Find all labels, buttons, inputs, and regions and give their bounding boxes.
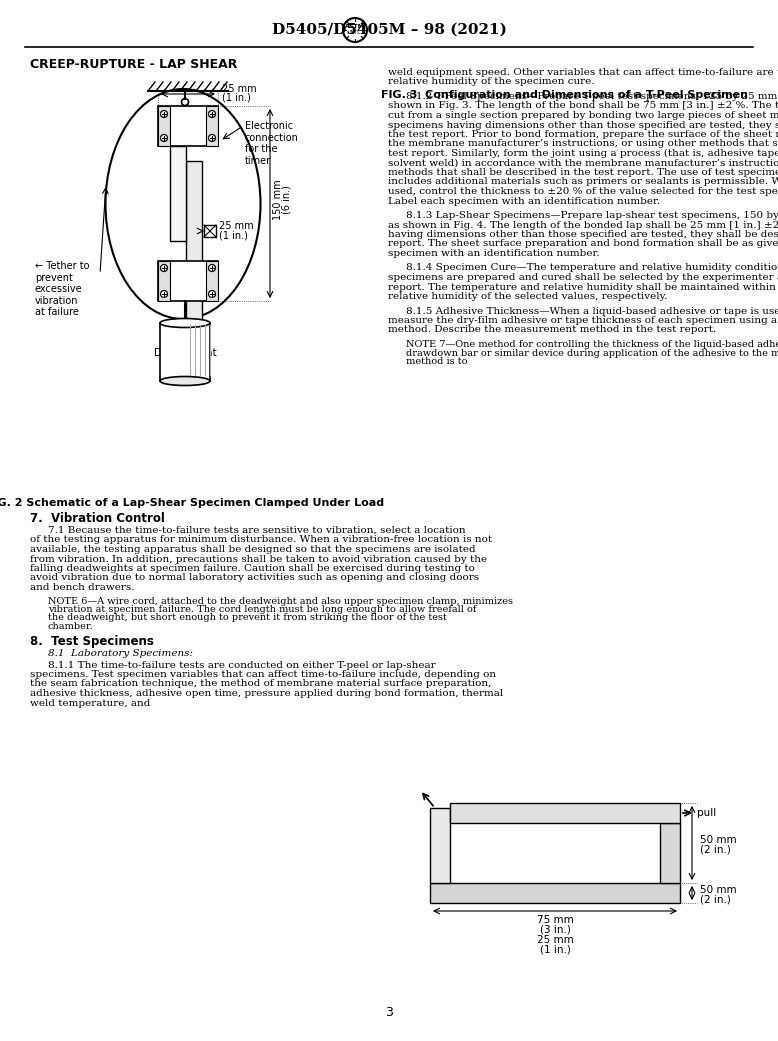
Text: falling deadweights at specimen failure. Caution shall be exercised during testi: falling deadweights at specimen failure.… bbox=[30, 564, 475, 573]
Text: ASTM: ASTM bbox=[345, 25, 365, 29]
Text: (1 in.): (1 in.) bbox=[219, 230, 248, 240]
Text: and bench drawers.: and bench drawers. bbox=[30, 583, 135, 592]
Text: used, control the thickness to ±20 % of the value selected for the test specimen: used, control the thickness to ±20 % of … bbox=[388, 187, 778, 196]
Text: 75 mm: 75 mm bbox=[537, 915, 573, 925]
Text: the membrane manufacturer’s instructions, or using other methods that shall be d: the membrane manufacturer’s instructions… bbox=[388, 139, 778, 149]
Text: 8.1.3 Lap-Shear Specimens—Prepare lap-shear test specimens, 150 by 25 mm [6 by 1: 8.1.3 Lap-Shear Specimens—Prepare lap-sh… bbox=[406, 211, 778, 220]
Bar bbox=[186, 161, 202, 321]
Text: 8.1.4 Specimen Cure—The temperature and relative humidity conditions under which: 8.1.4 Specimen Cure—The temperature and … bbox=[406, 263, 778, 273]
Bar bbox=[160, 323, 210, 381]
Text: 8.1.2 T-Peel Specimens—Prepare T-peel test specimens, 125 by 25 mm [5 by 1 in.],: 8.1.2 T-Peel Specimens—Prepare T-peel te… bbox=[406, 92, 778, 101]
Text: 25 mm: 25 mm bbox=[537, 935, 573, 945]
Text: 8.1.1 The time-to-failure tests are conducted on either T-peel or lap-shear: 8.1.1 The time-to-failure tests are cond… bbox=[48, 660, 436, 669]
Text: 150 mm: 150 mm bbox=[273, 180, 283, 221]
Text: 25 mm: 25 mm bbox=[219, 221, 254, 231]
Text: NOTE 6—A wire cord, attached to the deadweight and also upper specimen clamp, mi: NOTE 6—A wire cord, attached to the dead… bbox=[48, 596, 513, 606]
Text: having dimensions other than those specified are tested, they shall be described: having dimensions other than those speci… bbox=[388, 230, 778, 239]
Bar bbox=[158, 106, 170, 146]
Text: drawdown bar or similar device during application of the adhesive to the membran: drawdown bar or similar device during ap… bbox=[406, 349, 778, 357]
Circle shape bbox=[209, 110, 216, 118]
Text: cut from a single section prepared by bonding two large pieces of sheet membrane: cut from a single section prepared by bo… bbox=[388, 111, 778, 120]
Text: solvent weld) in accordance with the membrane manufacturer’s instructions, or us: solvent weld) in accordance with the mem… bbox=[388, 158, 778, 168]
Text: from vibration. In addition, precautions shall be taken to avoid vibration cause: from vibration. In addition, precautions… bbox=[30, 555, 487, 563]
Ellipse shape bbox=[160, 377, 210, 385]
Text: chamber.: chamber. bbox=[48, 623, 93, 631]
Text: specimens. Test specimen variables that can affect time-to-failure include, depe: specimens. Test specimen variables that … bbox=[30, 670, 496, 679]
Text: 50 mm: 50 mm bbox=[700, 885, 737, 895]
Text: avoid vibration due to normal laboratory activities such as opening and closing : avoid vibration due to normal laboratory… bbox=[30, 574, 479, 583]
Text: 8.1.5 Adhesive Thickness—When a liquid-based adhesive or tape is used for bond f: 8.1.5 Adhesive Thickness—When a liquid-b… bbox=[406, 306, 778, 315]
Text: of the testing apparatus for minimum disturbance. When a vibration-free location: of the testing apparatus for minimum dis… bbox=[30, 535, 492, 544]
Text: relative humidity of the specimen cure.: relative humidity of the specimen cure. bbox=[388, 77, 594, 86]
Text: D5405/D5405M – 98 (2021): D5405/D5405M – 98 (2021) bbox=[272, 23, 506, 37]
Text: 50 mm: 50 mm bbox=[700, 835, 737, 845]
Text: measure the dry-film adhesive or tape thickness of each specimen using a conveni: measure the dry-film adhesive or tape th… bbox=[388, 316, 778, 325]
Text: test report. Similarly, form the joint using a process (that is, adhesive tape, : test report. Similarly, form the joint u… bbox=[388, 149, 778, 158]
Text: includes additional materials such as primers or sealants is permissible. When a: includes additional materials such as pr… bbox=[388, 178, 778, 186]
Text: shown in Fig. 3. The length of the bond shall be 75 mm [3 in.] ±2 %. The test sp: shown in Fig. 3. The length of the bond … bbox=[388, 102, 778, 110]
Text: 8.  Test Specimens: 8. Test Specimens bbox=[30, 635, 154, 649]
Text: 7.  Vibration Control: 7. Vibration Control bbox=[30, 512, 165, 525]
Text: ← Tether to
prevent
excessive
vibration
at failure: ← Tether to prevent excessive vibration … bbox=[35, 261, 89, 318]
Text: INTL: INTL bbox=[349, 30, 360, 35]
Text: available, the testing apparatus shall be designed so that the specimens are iso: available, the testing apparatus shall b… bbox=[30, 545, 475, 554]
FancyBboxPatch shape bbox=[450, 803, 680, 823]
Text: specimens having dimensions other than those specified are tested, they shall be: specimens having dimensions other than t… bbox=[388, 121, 778, 129]
Text: (2 in.): (2 in.) bbox=[700, 894, 731, 904]
Ellipse shape bbox=[160, 319, 210, 328]
FancyBboxPatch shape bbox=[430, 808, 450, 883]
Bar bbox=[204, 225, 216, 237]
Circle shape bbox=[160, 290, 167, 298]
Text: adhesive thickness, adhesive open time, pressure applied during bond formation, : adhesive thickness, adhesive open time, … bbox=[30, 689, 503, 699]
Text: (1 in.): (1 in.) bbox=[540, 944, 570, 954]
Text: (1 in.): (1 in.) bbox=[222, 92, 251, 102]
FancyBboxPatch shape bbox=[660, 823, 680, 883]
Bar bbox=[206, 261, 218, 301]
Text: 8.1  Laboratory Specimens:: 8.1 Laboratory Specimens: bbox=[48, 650, 193, 659]
Text: method. Describe the measurement method in the test report.: method. Describe the measurement method … bbox=[388, 326, 717, 334]
Text: (3 in.): (3 in.) bbox=[540, 924, 570, 934]
Circle shape bbox=[209, 290, 216, 298]
Text: CREEP-RUPTURE - LAP SHEAR: CREEP-RUPTURE - LAP SHEAR bbox=[30, 58, 237, 71]
Text: 7.1 Because the time-to-failure tests are sensitive to vibration, select a locat: 7.1 Because the time-to-failure tests ar… bbox=[48, 526, 465, 535]
Bar bbox=[158, 261, 218, 301]
Text: specimen with an identification number.: specimen with an identification number. bbox=[388, 249, 600, 258]
Text: 3: 3 bbox=[385, 1006, 393, 1019]
Text: weld temperature, and: weld temperature, and bbox=[30, 699, 150, 708]
Bar bbox=[158, 261, 170, 301]
Text: (6 in.): (6 in.) bbox=[282, 185, 292, 214]
Circle shape bbox=[209, 134, 216, 142]
Text: as shown in Fig. 4. The length of the bonded lap shall be 25 mm [1 in.] ±2 %. If: as shown in Fig. 4. The length of the bo… bbox=[388, 221, 778, 229]
Text: (2 in.): (2 in.) bbox=[700, 844, 731, 854]
Text: weld equipment speed. Other variables that can affect time-to-failure are time, : weld equipment speed. Other variables th… bbox=[388, 68, 778, 77]
Text: Electronic
connection
for the
timer: Electronic connection for the timer bbox=[245, 121, 299, 166]
Bar bbox=[170, 146, 186, 242]
Text: relative humidity of the selected values, respectively.: relative humidity of the selected values… bbox=[388, 291, 668, 301]
Text: FIG. 2 Schematic of a Lap-Shear Specimen Clamped Under Load: FIG. 2 Schematic of a Lap-Shear Specimen… bbox=[0, 498, 384, 508]
Text: 25 mm: 25 mm bbox=[222, 84, 257, 94]
Text: Label each specimen with an identification number.: Label each specimen with an identificati… bbox=[388, 197, 660, 205]
FancyBboxPatch shape bbox=[430, 883, 680, 903]
Circle shape bbox=[160, 134, 167, 142]
Text: the seam fabrication technique, the method of membrane material surface preparat: the seam fabrication technique, the meth… bbox=[30, 680, 492, 688]
Text: report. The sheet surface preparation and bond formation shall be as given in 8.: report. The sheet surface preparation an… bbox=[388, 239, 778, 249]
Text: the test report. Prior to bond formation, prepare the surface of the sheet mater: the test report. Prior to bond formation… bbox=[388, 130, 778, 139]
Bar bbox=[206, 106, 218, 146]
Circle shape bbox=[160, 264, 167, 272]
Circle shape bbox=[160, 110, 167, 118]
Text: report. The temperature and relative humidity shall be maintained within ±3 °C [: report. The temperature and relative hum… bbox=[388, 282, 778, 291]
Text: FIG. 3  Configuration and Dimensions of a T-Peel Specimen: FIG. 3 Configuration and Dimensions of a… bbox=[381, 90, 748, 100]
Text: vibration at specimen failure. The cord length must be long enough to allow free: vibration at specimen failure. The cord … bbox=[48, 605, 476, 614]
Text: NOTE 7—One method for controlling the thickness of the liquid-based adhesive lay: NOTE 7—One method for controlling the th… bbox=[406, 340, 778, 349]
Bar bbox=[158, 106, 218, 146]
Text: methods that shall be described in the test report. The use of test specimens wh: methods that shall be described in the t… bbox=[388, 168, 778, 177]
Text: pull: pull bbox=[697, 808, 717, 818]
Text: specimens are prepared and cured shall be selected by the experimenter and descr: specimens are prepared and cured shall b… bbox=[388, 273, 778, 282]
Text: Deadweight: Deadweight bbox=[154, 348, 216, 358]
Text: the deadweight, but short enough to prevent it from striking the floor of the te: the deadweight, but short enough to prev… bbox=[48, 613, 447, 623]
Text: method is to: method is to bbox=[406, 357, 468, 366]
Circle shape bbox=[209, 264, 216, 272]
